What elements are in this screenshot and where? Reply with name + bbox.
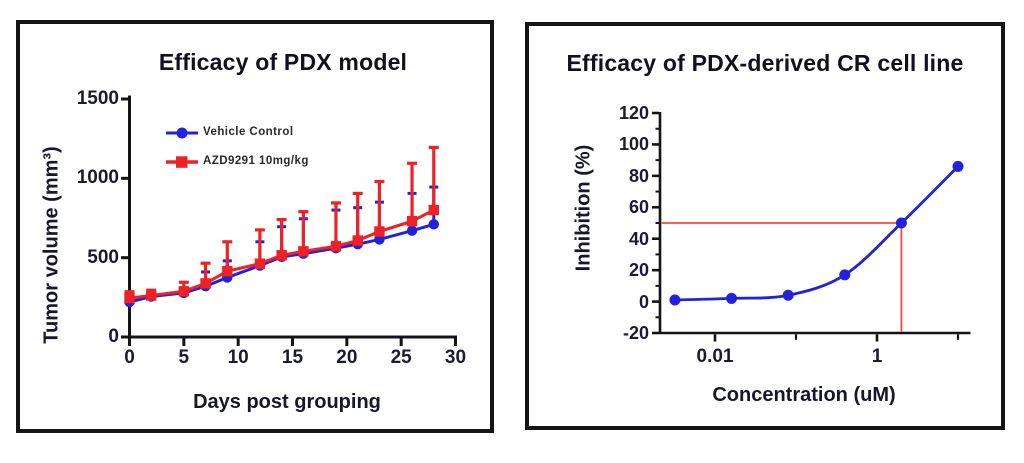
left-y-tick-label: 500 [87,246,119,268]
right-y-tick-label: 40 [628,228,649,249]
data-point-circle [895,217,907,229]
data-point-square [298,246,309,257]
data-point-circle [669,294,681,306]
data-point-square [276,250,287,261]
data-point-circle [782,289,794,301]
left-chart-title: Efficacy of PDX model [158,49,408,75]
right-chart-title: Efficacy of PDX-derived CR cell line [566,50,964,76]
left-x-tick-label: 25 [390,347,412,368]
left-x-tick-label: 10 [227,347,249,368]
legend-marker-circle [176,127,188,139]
left-y-tick-label: 1500 [76,87,119,109]
right-x-axis-label: Concentration (uM) [712,384,896,406]
right-y-tick-label: 80 [628,165,649,186]
right-y-tick-label: 0 [638,291,649,312]
data-point-square [352,235,363,246]
data-point-circle [406,225,418,236]
left-x-tick-label: 30 [444,347,467,368]
right-axes [658,112,971,335]
right-y-tick-label: 20 [628,260,649,281]
left-x-tick-label: 15 [281,347,304,368]
dose-response-curve [674,165,959,302]
data-point-square [178,286,190,297]
legend-marker-square [176,156,188,168]
data-point-circle [839,269,851,281]
left-x-tick-label: 0 [124,347,135,368]
data-point-circle [952,160,964,172]
data-point-square [374,226,385,237]
data-point-circle [374,234,385,245]
data-point-square [330,241,342,252]
right-y-tick-label: 60 [628,197,649,218]
right-y-tick-label: 120 [618,103,649,123]
data-point-circle [428,219,439,230]
left-x-tick-label: 20 [336,347,358,368]
left-x-axis-label: Days post grouping [193,391,381,413]
legend-entry-vehicle-control: Vehicle Control [203,126,294,138]
data-point-square [222,265,233,277]
right-x-tick-label: 0.01 [696,346,734,367]
left-x-tick-label: 5 [178,347,190,368]
right-y-tick-label: -20 [622,323,649,343]
legend-entry-azd9291: AZD9291 10mg/kg [203,155,309,167]
data-point-square [124,292,135,304]
data-point-square [406,215,418,227]
right-y-tick-label: 100 [618,134,649,155]
data-point-circle [726,292,738,304]
right-x-tick-label: 1 [871,346,883,367]
data-point-square [254,258,266,269]
panel-cr-cell-line [525,22,1005,430]
data-point-square [146,290,157,301]
data-point-square [428,204,439,216]
left-y-tick-label: 1000 [76,167,119,189]
left-y-tick-label: 0 [108,326,119,347]
data-point-square [200,278,211,289]
